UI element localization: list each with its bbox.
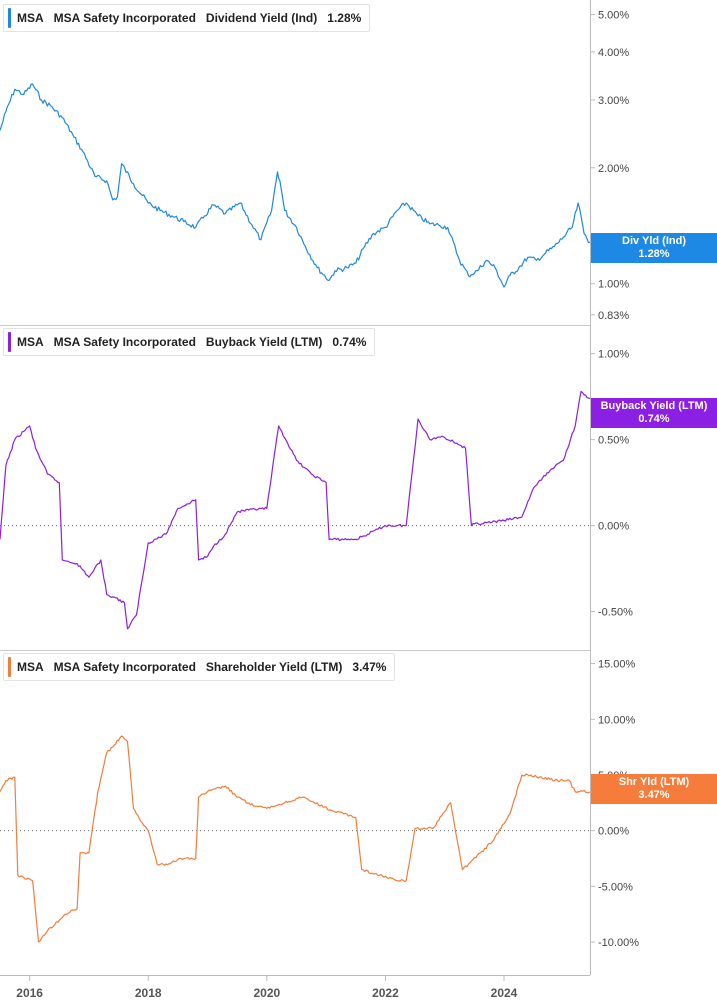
legend-company: MSA Safety Incorporated	[53, 335, 196, 349]
series-line-1	[0, 83, 591, 288]
value-tag-value: 3.47%	[638, 789, 670, 801]
legend-company: MSA Safety Incorporated	[53, 11, 196, 25]
legend-ticker: MSA	[17, 335, 44, 349]
y-tick-label: 0.00%	[598, 826, 629, 838]
legend-metric: Buyback Yield (LTM)	[205, 335, 323, 349]
series-line-2	[0, 390, 591, 630]
legend-color-swatch	[8, 8, 11, 28]
x-tick-label: 2020	[253, 986, 280, 1000]
value-tag-3: Shr Yld (LTM) 3.47%	[591, 774, 717, 804]
legend-latest: 1.28%	[327, 11, 362, 25]
y-tick-label: 5.00%	[598, 10, 629, 22]
y-tick-label: 2.00%	[598, 163, 629, 175]
y-tick-label: 1.00%	[598, 349, 629, 361]
legend-color-swatch	[8, 332, 11, 352]
y-tick-label: 0.50%	[598, 435, 629, 447]
y-tick-label: 4.00%	[598, 47, 629, 59]
y-tick-label: 10.00%	[598, 714, 636, 726]
y-tick-label: -0.50%	[598, 607, 633, 619]
legend-company: MSA Safety Incorporated	[53, 660, 196, 674]
y-tick-label: 1.00%	[598, 279, 629, 291]
legend-color-swatch	[8, 657, 11, 677]
y-tick-label: 0.83%	[598, 310, 629, 322]
value-tag-label: Div Yld (Ind)	[622, 235, 686, 247]
y-tick-label: 3.00%	[598, 95, 629, 107]
x-tick-label: 2018	[135, 986, 162, 1000]
legend-ticker: MSA	[17, 660, 44, 674]
legend-metric: Shareholder Yield (LTM)	[205, 660, 343, 674]
series-line-3	[0, 735, 591, 943]
x-tick-label: 2024	[491, 986, 518, 1000]
value-tag-label: Buyback Yield (LTM)	[600, 400, 708, 412]
legend-latest: 3.47%	[352, 660, 387, 674]
value-tag-value: 0.74%	[638, 413, 670, 425]
legend-2: MSA MSA Safety Incorporated Buyback Yield …	[3, 328, 376, 356]
legend-3: MSA MSA Safety Incorporated Shareholder Yi…	[3, 653, 396, 681]
y-tick-label: -5.00%	[598, 881, 633, 893]
x-tick-label: 2016	[16, 986, 43, 1000]
value-tag-2: Buyback Yield (LTM) 0.74%	[591, 398, 717, 428]
value-tag-label: Shr Yld (LTM)	[618, 776, 690, 788]
legend-latest: 0.74%	[332, 335, 367, 349]
value-tag-value: 1.28%	[638, 248, 670, 260]
x-tick-label: 2022	[372, 986, 399, 1000]
legend-ticker: MSA	[17, 11, 44, 25]
legend-metric: Dividend Yield (Ind)	[205, 11, 318, 25]
legend-1: MSA MSA Safety Incorporated Dividend Yield…	[3, 4, 371, 32]
value-tag-1: Div Yld (Ind) 1.28%	[591, 233, 717, 263]
y-tick-label: 15.00%	[598, 659, 636, 671]
y-tick-label: 0.00%	[598, 521, 629, 533]
y-tick-label: -10.00%	[598, 937, 639, 949]
